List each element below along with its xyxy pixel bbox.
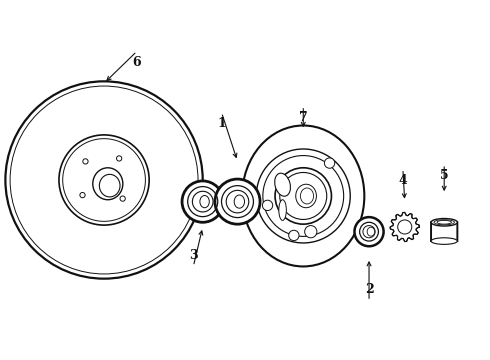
Circle shape (289, 230, 299, 240)
Circle shape (354, 217, 384, 246)
Circle shape (83, 159, 88, 164)
Circle shape (59, 135, 149, 225)
Text: 1: 1 (217, 117, 226, 130)
Ellipse shape (234, 195, 245, 208)
Circle shape (256, 149, 350, 243)
Ellipse shape (300, 188, 314, 204)
Ellipse shape (275, 173, 291, 196)
Ellipse shape (242, 126, 365, 266)
Text: 7: 7 (299, 111, 308, 123)
Ellipse shape (296, 184, 317, 208)
Circle shape (80, 193, 85, 198)
Circle shape (275, 168, 331, 224)
Circle shape (120, 196, 125, 201)
Text: 2: 2 (365, 283, 373, 296)
Circle shape (305, 226, 317, 238)
Text: 4: 4 (398, 174, 407, 186)
Circle shape (117, 156, 122, 161)
FancyBboxPatch shape (431, 222, 457, 241)
Circle shape (262, 200, 273, 211)
Ellipse shape (99, 174, 120, 197)
Circle shape (5, 81, 203, 279)
Text: 6: 6 (133, 56, 141, 69)
Ellipse shape (431, 238, 457, 244)
Circle shape (182, 181, 223, 222)
Circle shape (215, 179, 260, 224)
Text: 5: 5 (440, 169, 448, 182)
Ellipse shape (279, 200, 286, 220)
Circle shape (398, 220, 412, 234)
Ellipse shape (367, 227, 375, 236)
Ellipse shape (200, 195, 209, 208)
Text: 3: 3 (189, 249, 197, 262)
Circle shape (324, 158, 335, 168)
Ellipse shape (93, 168, 123, 200)
Polygon shape (390, 212, 419, 242)
Ellipse shape (431, 219, 457, 226)
